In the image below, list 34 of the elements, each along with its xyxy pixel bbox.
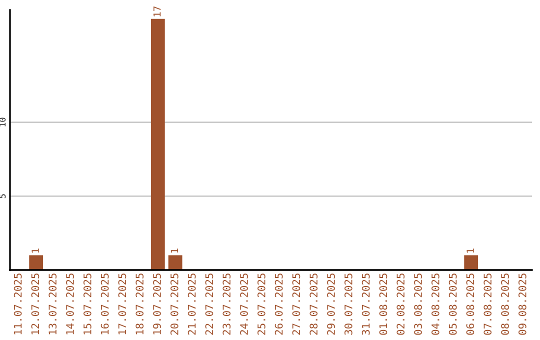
x-tick-label: 26.07.2025 (274, 274, 283, 335)
data-label: 1 (32, 248, 39, 253)
x-tick-label: 30.07.2025 (344, 274, 352, 335)
x-tick-label: 14.07.2025 (66, 274, 74, 334)
x-tick-label: 19.07.2025 (153, 274, 161, 334)
data-label: 17 (154, 6, 161, 16)
x-tick-label: 03.08.2025 (414, 274, 422, 335)
x-tick-label: 24.07.2025 (240, 274, 248, 335)
data-label: 1 (466, 248, 474, 253)
x-tick-label: 09.08.2025 (518, 274, 526, 335)
x-tick-label: 20.07.2025 (170, 274, 178, 335)
x-tick-label: 11.07.2025 (14, 274, 22, 334)
x-tick-label: 21.07.2025 (188, 274, 196, 335)
x-tick-label: 04.08.2025 (431, 274, 440, 335)
x-tick-label: 07.08.2025 (484, 274, 492, 335)
x-tick-label: 13.07.2025 (48, 274, 57, 334)
x-tick-label: 02.08.2025 (396, 274, 405, 335)
x-tick-label: 25.07.2025 (257, 274, 266, 335)
x-tick-label: 15.07.2025 (83, 274, 92, 334)
x-tick-label: 06.08.2025 (466, 274, 474, 335)
x-tick-label: 23.07.2025 (222, 274, 231, 335)
x-tick-label: 31.07.2025 (362, 274, 370, 335)
x-tick-label: 12.07.2025 (31, 274, 40, 334)
x-tick-label: 18.07.2025 (136, 274, 144, 334)
x-tick-label: 29.07.2025 (327, 274, 335, 335)
x-tick-label: 17.07.2025 (118, 274, 126, 334)
x-tick-label: 08.08.2025 (501, 274, 509, 335)
x-tick-label: 27.07.2025 (292, 274, 300, 335)
x-tick-label: 01.08.2025 (379, 274, 388, 335)
data-label: 1 (170, 248, 178, 253)
x-tick-label: 05.08.2025 (448, 274, 457, 335)
x-tick-label: 16.07.2025 (100, 274, 109, 334)
x-tick-label: 28.07.2025 (310, 274, 318, 335)
x-tick-label: 22.07.2025 (205, 274, 214, 335)
